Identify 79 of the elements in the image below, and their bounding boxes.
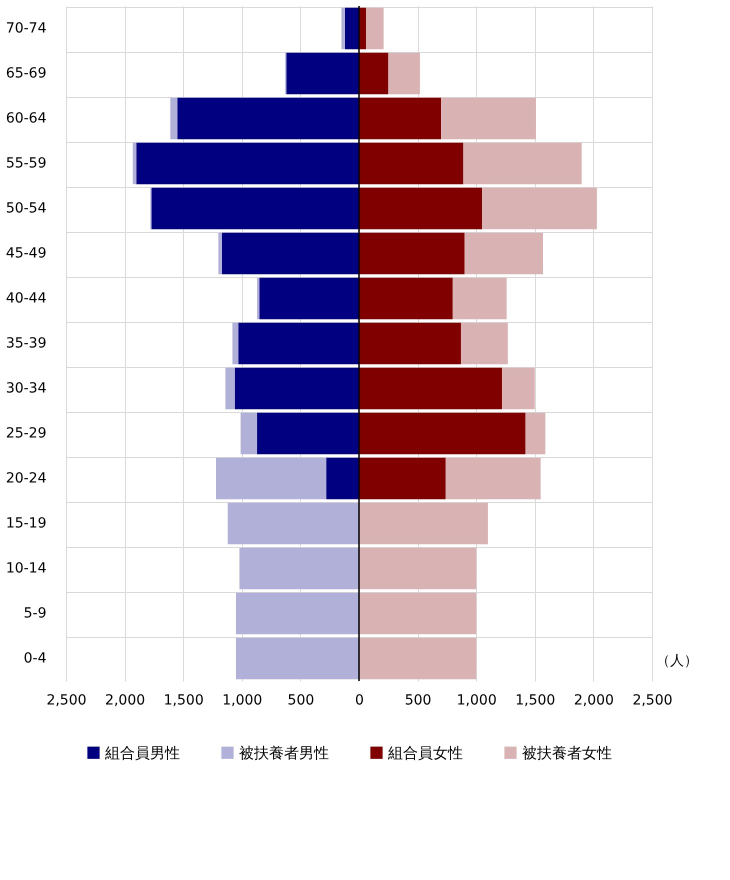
y-tick-label: 40-44 [6,290,47,306]
bar [170,98,178,140]
y-tick-label: 5-9 [24,606,46,622]
bar [525,412,546,454]
y-tick-label: 70-74 [6,20,47,36]
legend-label: 組合員男性 [104,744,180,762]
bar [452,278,507,320]
bar [225,368,235,410]
bar [463,142,582,184]
bar [239,548,359,590]
bar [286,52,359,94]
x-tick-label: 1,000 [456,692,497,708]
x-tick-label: 500 [288,692,314,708]
bar [359,322,461,364]
legend-label: 被扶養者女性 [522,744,612,762]
bar [359,458,446,500]
bar [234,368,359,410]
bar [257,412,359,454]
bar [259,278,359,320]
legend-label: 組合員女性 [387,744,463,762]
bar [388,52,420,94]
bar [482,188,597,230]
y-tick-label: 55-59 [6,156,46,172]
bar [326,458,359,500]
bar [441,98,536,140]
bar [359,592,476,634]
x-tick-label: 1,500 [515,692,556,708]
legend-label: 被扶養者男性 [239,744,329,762]
bar [464,232,544,274]
bar [240,412,258,454]
bar [218,232,222,274]
y-tick-label: 0-4 [24,650,47,666]
bar [236,592,359,634]
x-tick-label: 2,500 [632,692,673,708]
bar [344,8,359,50]
bar [152,188,359,230]
bar [238,322,359,364]
bar [460,322,508,364]
bar [502,368,535,410]
bar [359,278,453,320]
y-tick-label: 20-24 [6,470,47,486]
x-tick-label: 2,500 [46,692,87,708]
bar [446,458,541,500]
x-tick-label: 0 [355,692,364,708]
x-tick-label: 1,500 [164,692,204,708]
y-tick-label: 45-49 [6,246,46,262]
text: （人） [656,653,698,669]
y-tick-label: 15-19 [6,516,46,532]
y-tick-label: 50-54 [6,200,47,216]
bar [359,548,476,590]
bar [359,412,526,454]
bar [359,188,482,230]
bar [359,502,488,544]
bar [236,638,359,680]
y-tick-label: 60-64 [6,110,47,126]
y-tick-label: 65-69 [6,66,46,82]
y-tick-label: 30-34 [6,380,47,396]
bar [228,502,359,544]
y-tick-label: 10-14 [6,560,47,576]
bar [222,232,359,274]
bar [359,142,464,184]
bar [359,368,502,410]
x-tick-label: 2,000 [574,692,614,708]
bar [366,8,384,50]
bar [177,98,359,140]
bar [359,232,464,274]
x-tick-label: 2,000 [105,692,146,708]
y-tick-label: 25-29 [6,426,46,442]
y-tick-label: 35-39 [6,336,46,352]
bar [132,142,136,184]
bar [232,322,238,364]
bar [136,142,359,184]
bar [216,458,326,500]
bar [359,638,476,680]
bar [359,98,442,140]
bar [359,52,388,94]
x-tick-label: 500 [404,692,432,708]
bar [341,8,345,50]
x-tick-label: 1,000 [222,692,262,708]
